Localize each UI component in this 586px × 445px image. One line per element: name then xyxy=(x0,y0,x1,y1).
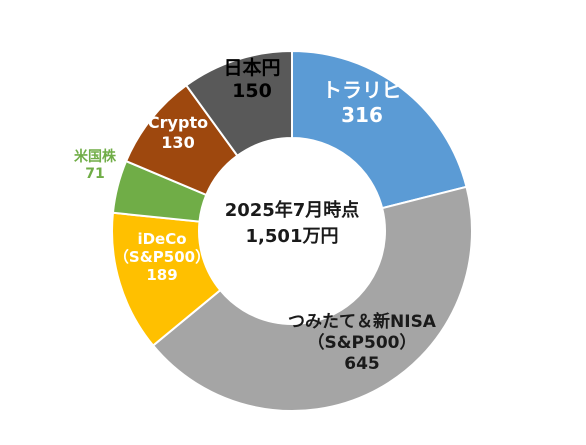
center-label-date: 2025年7月時点 xyxy=(225,199,360,221)
slice-torarepi xyxy=(291,49,468,210)
donut-slices xyxy=(111,49,474,412)
slice-label-ideco-value: 189 xyxy=(146,266,177,284)
slice-label-crypto-name-0: Crypto xyxy=(148,113,208,132)
slice-jpy xyxy=(184,49,293,158)
slice-label-ideco-name-1: （S&P500） xyxy=(114,248,210,266)
slice-label-torarepi-value: 316 xyxy=(341,103,383,127)
slice-label-us-stock-value: 71 xyxy=(85,166,104,182)
slice-tsumitate xyxy=(151,185,474,412)
slice-label-tsumitate-name-1: （S&P500） xyxy=(307,332,416,353)
slice-label-jpy-value: 150 xyxy=(232,80,272,102)
slice-label-jpy-name-0: 日本円 xyxy=(223,56,280,79)
slice-label-tsumitate-name-0: つみたて＆新NISA xyxy=(288,311,437,332)
slice-labels: トラリピ316つみたて＆新NISA（S&P500）645iDeCo（S&P500… xyxy=(74,56,437,374)
center-label-total: 1,501万円 xyxy=(246,226,339,247)
slice-label-crypto-value: 130 xyxy=(161,133,194,152)
slice-label-torarepi-name-0: トラリピ xyxy=(322,78,402,102)
slice-label-ideco-name-0: iDeCo xyxy=(137,230,186,248)
center-label: 2025年7月時点 1,501万円 xyxy=(225,199,360,247)
slice-label-us-stock-name-0: 米国株 xyxy=(74,148,117,165)
slice-label-tsumitate-value: 645 xyxy=(344,354,380,374)
